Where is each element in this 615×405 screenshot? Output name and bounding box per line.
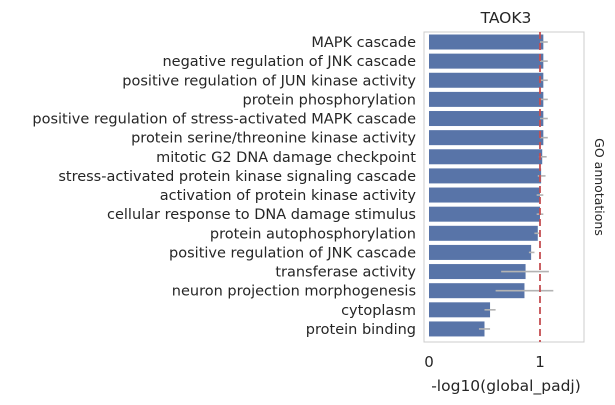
bar	[429, 149, 543, 165]
bar	[429, 130, 544, 146]
category-label: cytoplasm	[341, 303, 416, 319]
bar	[429, 283, 525, 299]
category-label: cellular response to DNA damage stimulus	[107, 207, 416, 223]
category-label: positive regulation of JUN kinase activi…	[122, 73, 416, 89]
bar	[429, 225, 538, 241]
x-tick-label: 1	[535, 353, 545, 371]
y-axis-side-label: GO annotations	[592, 138, 607, 236]
chart-title: TAOK3	[480, 9, 532, 27]
x-axis-label: -log10(global_padj)	[431, 377, 581, 396]
category-labels: MAPK cascade negative regulation of JNK c…	[32, 35, 416, 338]
category-label: positive regulation of stress-activated …	[32, 112, 416, 128]
category-label: protein serine/threonine kinase activity	[131, 131, 416, 147]
category-label: mitotic G2 DNA damage checkpoint	[156, 150, 416, 166]
x-tick-label: 0	[424, 353, 434, 371]
bars-layer	[429, 34, 544, 337]
bar	[429, 321, 485, 337]
bar	[429, 72, 544, 88]
bar	[429, 206, 540, 222]
bar	[429, 264, 526, 280]
category-label: stress-activated protein kinase signalin…	[58, 169, 416, 185]
bar	[429, 91, 544, 107]
bar	[429, 34, 544, 50]
bar	[429, 168, 542, 184]
error-bars-layer	[478, 41, 554, 330]
bar	[429, 244, 532, 260]
bar	[429, 53, 544, 69]
category-label: protein phosphorylation	[243, 92, 416, 108]
category-label: protein binding	[306, 322, 416, 338]
category-label: positive regulation of JNK cascade	[169, 245, 416, 261]
category-label: protein autophosphorylation	[210, 226, 416, 242]
bar	[429, 302, 491, 318]
category-label: negative regulation of JNK cascade	[162, 54, 416, 70]
category-label: MAPK cascade	[311, 35, 416, 51]
plot-frame	[423, 31, 585, 343]
bar	[429, 187, 540, 203]
category-label: neuron projection morphogenesis	[172, 284, 416, 300]
bar	[429, 111, 544, 127]
category-label: activation of protein kinase activity	[160, 188, 417, 204]
category-label: transferase activity	[275, 265, 416, 281]
